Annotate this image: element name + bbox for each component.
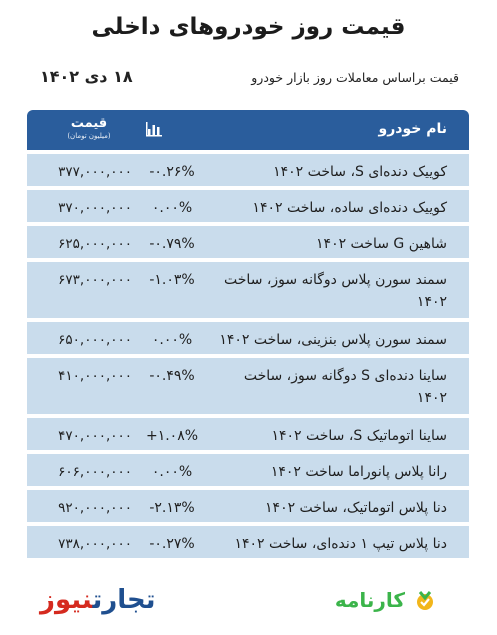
price-change: -۰.۲۶% — [149, 164, 195, 180]
car-name: دنا پلاس تیپ ۱ دنده‌ای، ساخت ۱۴۰۲ — [234, 536, 447, 552]
price-change: ۰.۰۰% — [151, 332, 193, 348]
price-value: ۴۷۰,۰۰۰,۰۰۰ — [58, 428, 132, 444]
price-value: ۶۰۶,۰۰۰,۰۰۰ — [58, 464, 132, 480]
table-body: کوییک دنده‌ای S، ساخت ۱۴۰۲ -۰.۲۶% ۳۷۷,۰۰۰,… — [27, 154, 469, 558]
tejarat-news-logo-part2: نیوز — [40, 585, 93, 615]
price-change: ۰.۰۰% — [151, 464, 193, 480]
price-value: ۶۲۵,۰۰۰,۰۰۰ — [58, 236, 132, 252]
price-value: ۶۷۳,۰۰۰,۰۰۰ — [58, 272, 132, 288]
car-name: کوییک دنده‌ای ساده، ساخت ۱۴۰۲ — [252, 200, 447, 216]
price-value: ۹۲۰,۰۰۰,۰۰۰ — [58, 500, 132, 516]
table-row: کوییک دنده‌ای ساده، ساخت ۱۴۰۲ ۰.۰۰% ۳۷۰,۰۰… — [27, 190, 469, 222]
car-name: رانا پلاس پانوراما ساخت ۱۴۰۲ — [270, 464, 447, 480]
table-row: کوییک دنده‌ای S، ساخت ۱۴۰۲ -۰.۲۶% ۳۷۷,۰۰۰,… — [27, 154, 469, 186]
table-header: نام خودرو قیمت (میلیون تومان) — [27, 110, 469, 150]
price-change: -۰.۲۷% — [149, 536, 195, 552]
price-change: -۲.۱۳% — [149, 500, 195, 516]
tejarat-news-logo: تجارتنیوز — [40, 585, 156, 615]
table-row: رانا پلاس پانوراما ساخت ۱۴۰۲ ۰.۰۰% ۶۰۶,۰۰۰… — [27, 454, 469, 486]
karnameh-mark-icon — [417, 591, 433, 610]
price-value: ۶۵۰,۰۰۰,۰۰۰ — [58, 332, 132, 348]
car-name: شاهین G ساخت ۱۴۰۲ — [316, 236, 447, 252]
column-header-price-unit: (میلیون تومان) — [67, 132, 111, 140]
column-header-price: قیمت (میلیون تومان) — [49, 116, 129, 140]
page-subtitle: قیمت براساس معاملات روز بازار خودرو — [251, 70, 459, 85]
car-name: سمند سورن پلاس بنزینی، ساخت ۱۴۰۲ — [219, 332, 447, 348]
price-value: ۳۷۷,۰۰۰,۰۰۰ — [58, 164, 132, 180]
price-change: -۱.۰۳% — [149, 272, 195, 288]
table-row: دنا پلاس تیپ ۱ دنده‌ای، ساخت ۱۴۰۲ -۰.۲۷% ۷… — [27, 526, 469, 558]
karnameh-logo: کارنامه — [335, 588, 437, 612]
price-change: -۰.۷۹% — [149, 236, 195, 252]
bar-chart-icon — [145, 121, 163, 137]
price-change: +۱.۰۸% — [145, 428, 199, 444]
date-label: ۱۸ دی ۱۴۰۲ — [40, 67, 133, 86]
karnameh-logo-text: کارنامه — [334, 588, 405, 612]
car-name: کوییک دنده‌ای S، ساخت ۱۴۰۲ — [273, 164, 447, 180]
price-value: ۴۱۰,۰۰۰,۰۰۰ — [58, 368, 132, 384]
price-table: نام خودرو قیمت (میلیون تومان) کوییک دنده… — [27, 110, 469, 558]
price-value: ۳۷۰,۰۰۰,۰۰۰ — [58, 200, 132, 216]
table-row: دنا پلاس اتوماتیک، ساخت ۱۴۰۲ -۲.۱۳% ۹۲۰,۰۰… — [27, 490, 469, 522]
table-row: سمند سورن پلاس دوگانه سوز، ساخت ۱۴۰۲ -۱.۰… — [27, 262, 469, 318]
car-name: سمند سورن پلاس دوگانه سوز، ساخت ۱۴۰۲ — [224, 272, 447, 310]
column-header-price-label: قیمت — [70, 116, 108, 131]
price-change: ۰.۰۰% — [151, 200, 193, 216]
tejarat-news-logo-part1: تجارت — [92, 585, 156, 615]
car-name: ساینا دنده‌ای S دوگانه سوز، ساخت ۱۴۰۲ — [243, 368, 447, 406]
table-row: ساینا اتوماتیک S، ساخت ۱۴۰۲ +۱.۰۸% ۴۷۰,۰۰۰… — [27, 418, 469, 450]
car-name: ساینا اتوماتیک S، ساخت ۱۴۰۲ — [271, 428, 447, 444]
price-value: ۷۳۸,۰۰۰,۰۰۰ — [58, 536, 132, 552]
table-row: شاهین G ساخت ۱۴۰۲ -۰.۷۹% ۶۲۵,۰۰۰,۰۰۰ — [27, 226, 469, 258]
table-row: سمند سورن پلاس بنزینی، ساخت ۱۴۰۲ ۰.۰۰% ۶۵۰… — [27, 322, 469, 354]
price-change: -۰.۴۹% — [149, 368, 195, 384]
column-header-name: نام خودرو — [378, 121, 447, 137]
car-name: دنا پلاس اتوماتیک، ساخت ۱۴۰۲ — [265, 500, 447, 516]
page-title: قیمت روز خودروهای داخلی — [91, 14, 406, 40]
table-row: ساینا دنده‌ای S دوگانه سوز، ساخت ۱۴۰۲ -۰.… — [27, 358, 469, 414]
